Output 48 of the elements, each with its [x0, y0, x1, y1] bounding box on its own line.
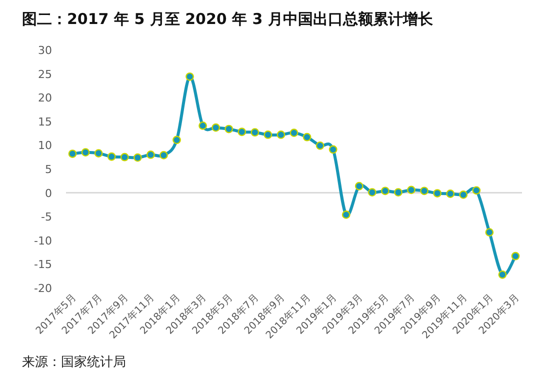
point — [146, 150, 155, 159]
point — [407, 186, 416, 194]
point — [160, 150, 168, 160]
point — [133, 153, 142, 162]
point — [302, 132, 312, 142]
y-tick-label: -5 — [41, 210, 52, 224]
point — [250, 128, 260, 137]
source-note: 来源：国家统计局 — [22, 354, 126, 370]
point — [511, 252, 520, 260]
y-tick-label: 15 — [38, 115, 52, 128]
y-tick-label: 30 — [38, 44, 52, 57]
point — [68, 150, 77, 158]
point — [485, 228, 494, 237]
point — [198, 121, 207, 130]
point — [276, 130, 286, 139]
y-tick-label: 0 — [45, 186, 52, 200]
point — [368, 188, 376, 197]
point — [342, 210, 350, 219]
y-tick-label: -20 — [34, 282, 52, 295]
chart-title: 图二：2017 年 5 月至 2020 年 3 月中国出口总额累计增长 — [22, 10, 434, 28]
point — [446, 190, 455, 198]
point — [107, 152, 116, 161]
point — [381, 186, 390, 196]
y-tick-label: 20 — [38, 92, 52, 105]
point — [328, 145, 338, 154]
point — [472, 186, 481, 195]
y-tick-label: 25 — [38, 68, 52, 81]
point — [459, 190, 468, 199]
point — [498, 270, 507, 279]
point — [394, 188, 402, 197]
point — [81, 148, 90, 157]
y-tick-label: -15 — [34, 258, 52, 272]
y-tick-label: 5 — [45, 163, 52, 176]
point — [224, 124, 234, 134]
y-tick-label: -10 — [34, 234, 52, 248]
point — [316, 141, 324, 150]
point — [120, 152, 129, 162]
point — [354, 182, 364, 190]
point — [290, 128, 298, 138]
point — [238, 128, 246, 136]
point — [420, 186, 428, 196]
point — [264, 130, 272, 139]
point — [186, 72, 194, 81]
point — [94, 149, 103, 158]
y-tick-label: 10 — [38, 139, 52, 152]
point — [172, 136, 181, 144]
point — [433, 189, 442, 198]
point — [212, 123, 220, 132]
